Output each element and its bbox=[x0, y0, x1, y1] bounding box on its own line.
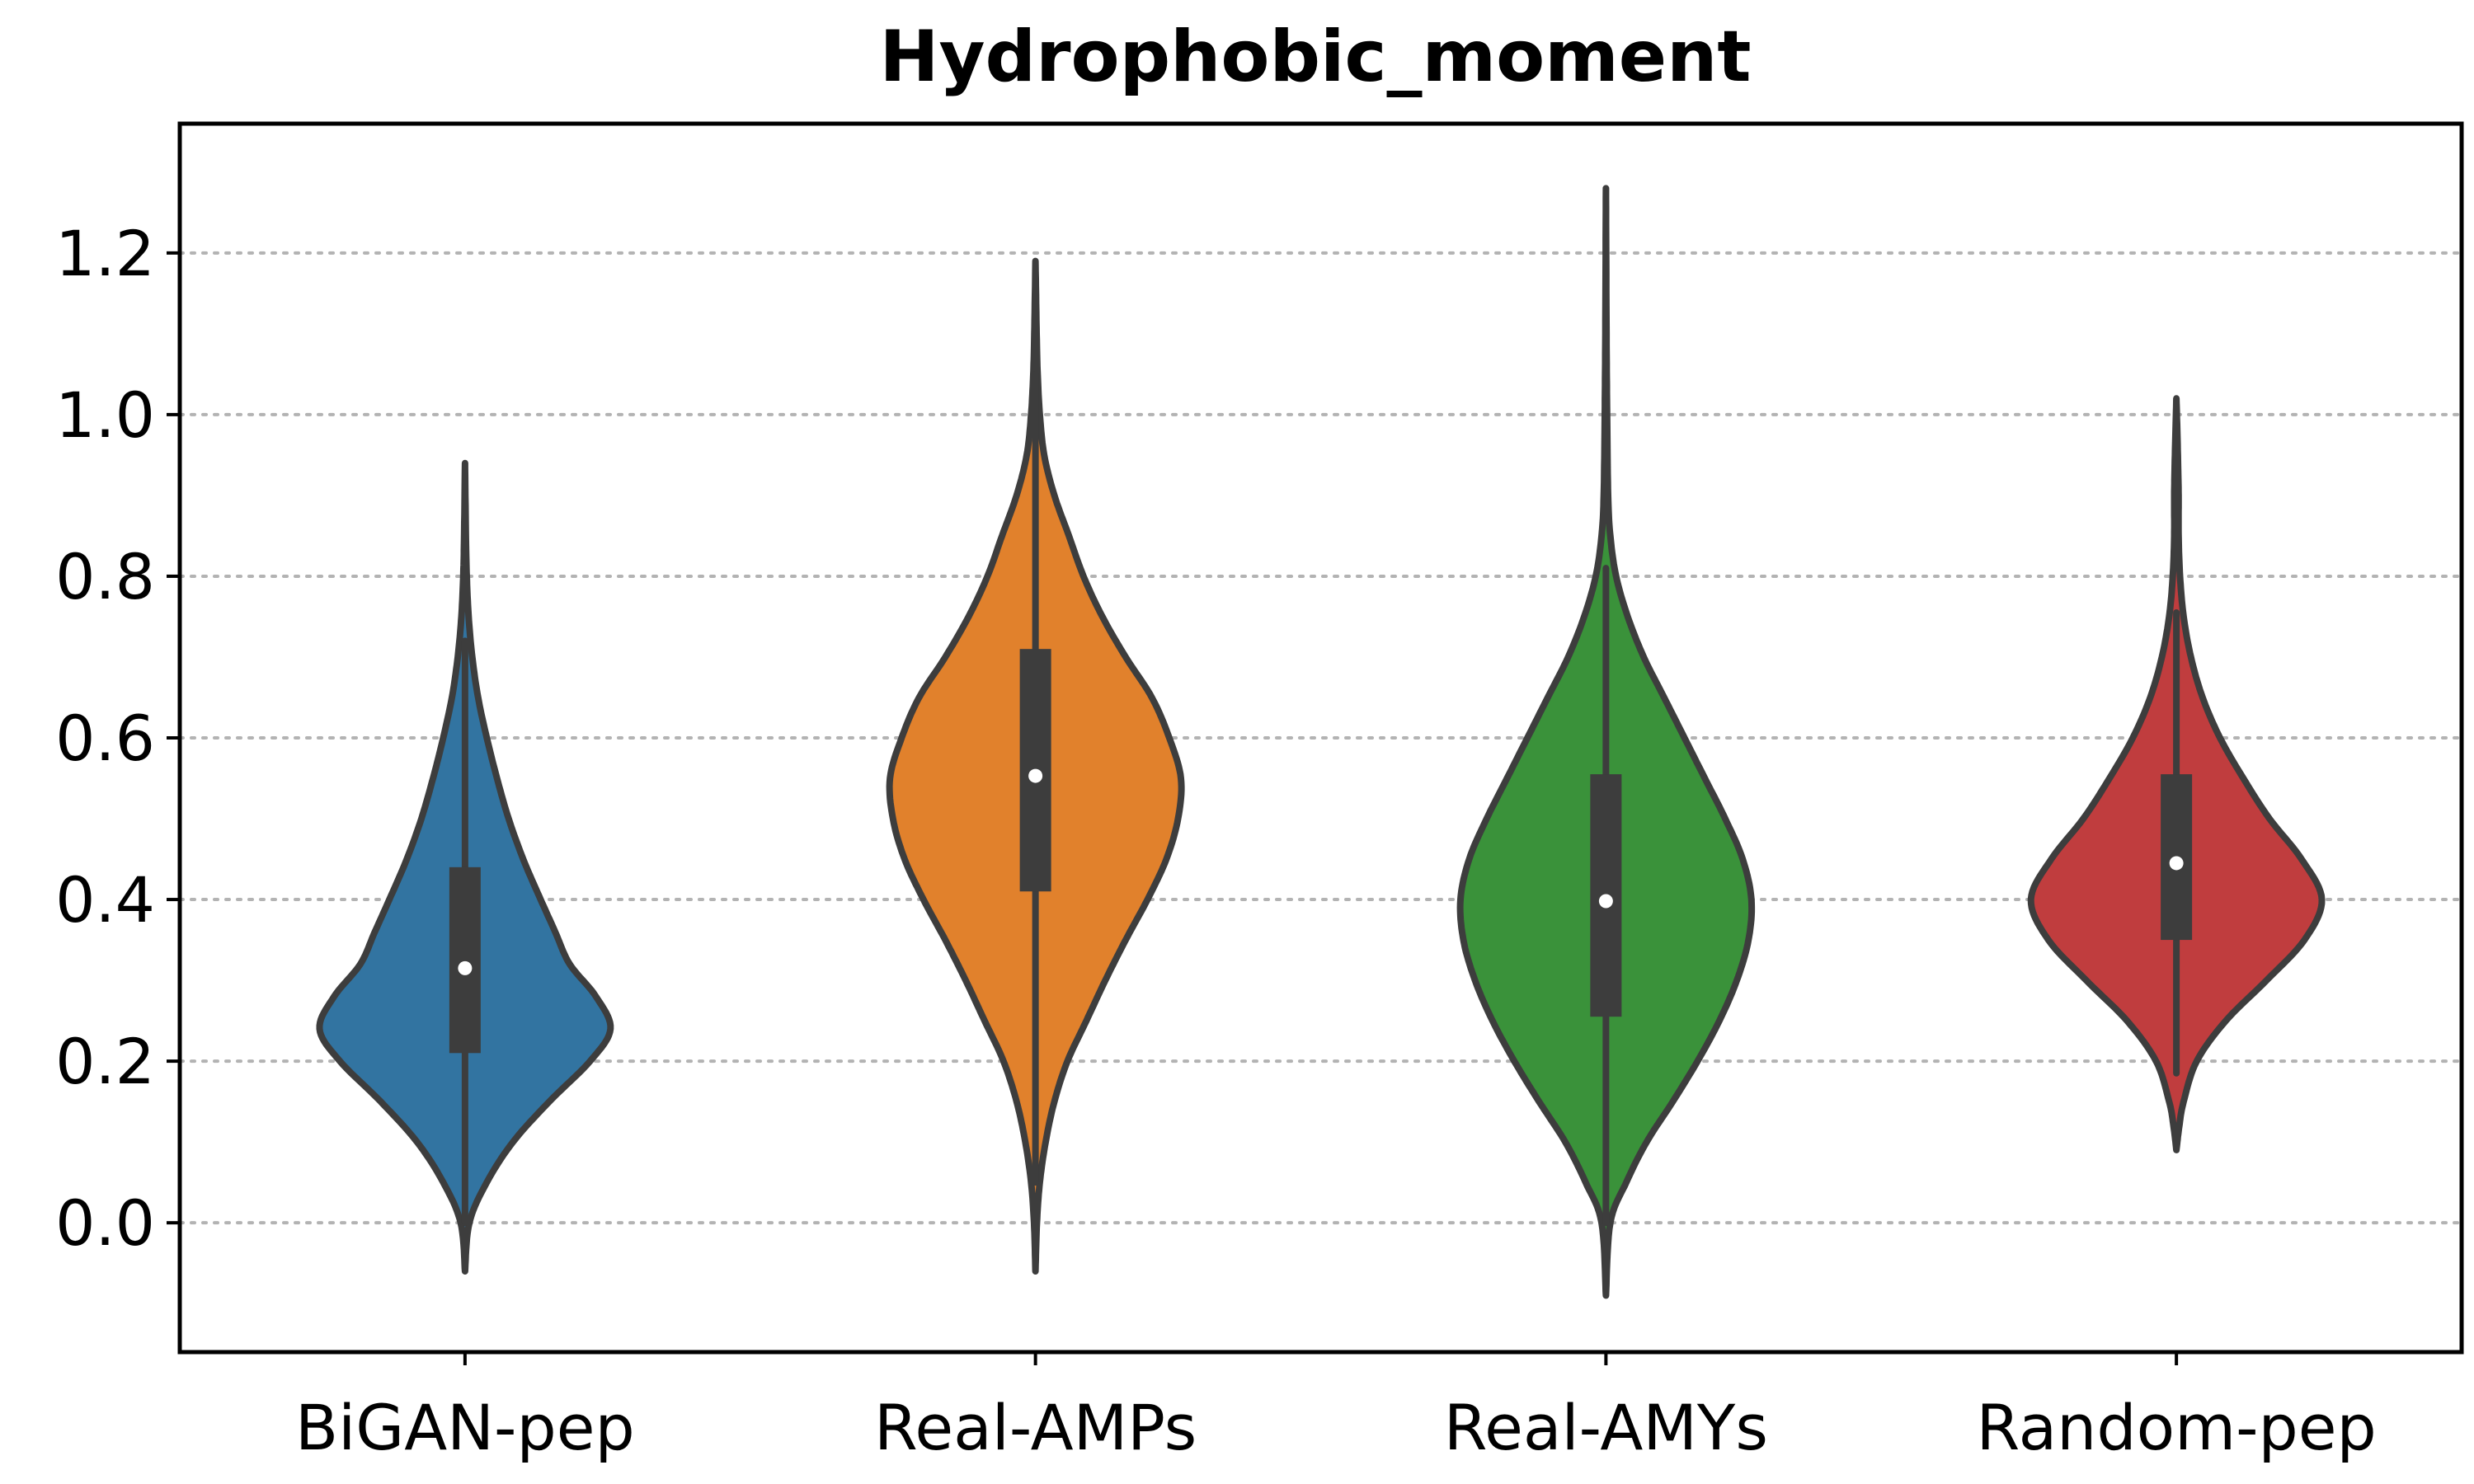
y-tick-label: 0.4 bbox=[55, 863, 155, 937]
x-tick-label: Random-pep bbox=[1976, 1391, 2376, 1464]
y-tick-label: 0.2 bbox=[55, 1025, 155, 1098]
y-tick-label: 0.8 bbox=[55, 540, 155, 613]
y-tick-label: 1.2 bbox=[55, 217, 155, 290]
violin-real-amys bbox=[1456, 185, 1756, 1299]
violin-median-dot bbox=[1028, 768, 1043, 783]
violin-random-pep bbox=[2027, 395, 2326, 1153]
violin-median-dot bbox=[2169, 856, 2184, 871]
y-axis: 0.0 0.2 0.4 0.6 0.8 1.0 1.2 bbox=[55, 217, 180, 1260]
violin-layer bbox=[316, 185, 2326, 1299]
violin-median-dot bbox=[458, 960, 473, 975]
violin-iqr-box bbox=[449, 866, 481, 1054]
x-tick-label: Real-AMYs bbox=[1444, 1391, 1768, 1464]
y-tick-label: 0.6 bbox=[55, 702, 155, 775]
violin-real-amps bbox=[886, 257, 1185, 1275]
violin-bigan-pep bbox=[316, 459, 614, 1275]
y-tick-label: 0.0 bbox=[55, 1186, 155, 1260]
chart-title: Hydrophobic_moment bbox=[880, 16, 1752, 98]
x-tick-label: Real-AMPs bbox=[874, 1391, 1197, 1464]
x-tick-label: BiGAN-pep bbox=[295, 1391, 635, 1464]
x-axis: BiGAN-pep Real-AMPs Real-AMYs Random-pep bbox=[295, 1352, 2377, 1464]
y-tick-label: 1.0 bbox=[55, 378, 155, 452]
violin-median-dot bbox=[1598, 894, 1613, 909]
